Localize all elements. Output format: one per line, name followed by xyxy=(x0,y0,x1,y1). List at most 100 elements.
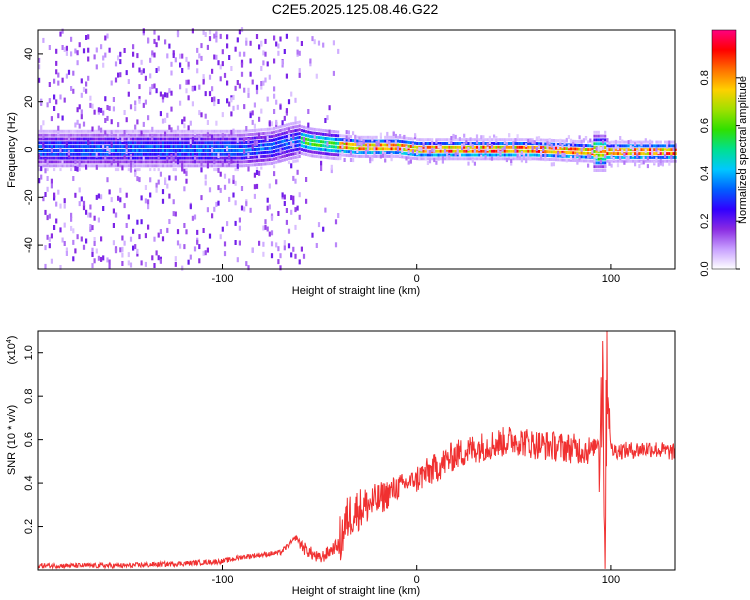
heatmap-cell xyxy=(473,138,476,142)
heatmap-cell xyxy=(149,177,152,183)
heatmap-cell xyxy=(610,144,613,148)
heatmap-cell xyxy=(277,141,280,144)
heatmap-cell xyxy=(247,153,250,159)
heatmap-cell xyxy=(147,133,150,137)
heatmap-cell xyxy=(285,123,288,127)
heatmap-cell xyxy=(255,170,259,175)
heatmap-cell xyxy=(610,140,613,144)
heatmap-cell xyxy=(179,53,182,59)
heatmap-cell xyxy=(313,39,316,45)
heatmap-cell xyxy=(388,154,391,158)
heatmap-cell xyxy=(38,153,41,159)
heatmap-cell xyxy=(134,145,137,149)
heatmap-cell xyxy=(93,258,96,264)
heatmap-cell xyxy=(189,156,192,160)
heatmap-cell xyxy=(155,182,158,188)
heatmap-cell xyxy=(193,246,197,252)
heatmap-cell xyxy=(557,143,560,146)
heatmap-cell xyxy=(465,140,468,145)
heatmap-cell xyxy=(663,150,667,155)
heatmap-cell xyxy=(159,164,162,168)
heatmap-cell xyxy=(330,145,333,149)
heatmap-cell xyxy=(456,142,459,145)
heatmap-cell xyxy=(612,157,615,161)
heatmap-cell xyxy=(174,175,177,181)
heatmap-cell xyxy=(50,160,53,164)
heatmap-cell xyxy=(226,164,229,168)
heatmap-cell xyxy=(305,198,308,204)
heatmap-cell xyxy=(608,159,611,163)
heatmap-cell xyxy=(362,135,365,139)
heatmap-cell xyxy=(97,107,100,113)
heatmap-cell xyxy=(168,152,171,156)
heatmap-cell xyxy=(102,149,105,152)
heatmap-cell xyxy=(76,164,79,168)
heatmap-cell xyxy=(294,155,297,159)
heatmap-cell xyxy=(292,156,295,160)
heatmap-cell xyxy=(542,140,545,145)
heatmap-cell xyxy=(277,259,280,265)
heatmap-cell xyxy=(251,119,254,125)
heatmap-cell xyxy=(102,133,105,137)
heatmap-cell xyxy=(292,199,295,205)
heatmap-cell xyxy=(251,110,254,116)
heatmap-cell xyxy=(497,153,500,157)
colorbar-tick-label: 0.0 xyxy=(699,261,711,276)
heatmap-cell xyxy=(121,252,124,258)
heatmap-cell xyxy=(349,151,353,156)
heatmap-cell xyxy=(247,265,250,271)
heatmap-cell xyxy=(298,139,301,143)
heatmap-cell xyxy=(670,152,673,156)
heatmap-cell xyxy=(38,129,41,133)
heatmap-cell xyxy=(399,134,402,138)
heatmap-cell xyxy=(123,152,126,156)
heatmap-cell xyxy=(121,235,124,241)
heatmap-cell xyxy=(352,146,355,150)
heatmap-cell xyxy=(221,152,224,156)
heatmap-cell xyxy=(53,192,56,198)
heatmap-cell xyxy=(604,149,607,153)
heatmap-cell xyxy=(132,160,135,164)
heatmap-cell xyxy=(147,199,150,205)
heatmap-cell xyxy=(334,219,338,225)
heatmap-cell xyxy=(80,196,83,202)
heatmap-cell xyxy=(179,152,182,156)
heatmap-cell xyxy=(147,129,150,133)
heatmap-cell xyxy=(322,42,325,48)
heatmap-cell xyxy=(159,137,162,141)
heatmap-cell xyxy=(38,64,41,70)
heatmap-cell xyxy=(114,145,118,149)
heatmap-cell xyxy=(439,149,442,153)
heatmap-cell xyxy=(223,149,227,152)
heatmap-cell xyxy=(399,153,402,158)
heatmap-cell xyxy=(85,145,88,149)
heatmap-cell xyxy=(593,160,596,165)
heatmap-cell xyxy=(300,246,303,252)
heatmap-cell xyxy=(608,155,611,159)
heatmap-cell xyxy=(576,155,579,159)
heatmap-cell xyxy=(411,156,414,160)
heatmap-cell xyxy=(388,144,391,148)
heatmap-cell xyxy=(518,142,521,145)
heatmap-cell xyxy=(401,140,404,144)
heatmap-cell xyxy=(226,160,229,164)
heatmap-cell xyxy=(422,145,425,149)
heatmap-cell xyxy=(112,223,115,228)
heatmap-cell xyxy=(168,129,171,133)
heatmap-cell xyxy=(129,262,133,268)
heatmap-cell xyxy=(277,133,280,137)
heatmap-cell xyxy=(204,160,207,164)
heatmap-cell xyxy=(367,154,370,158)
heatmap-cell xyxy=(574,143,577,147)
heatmap-cell xyxy=(253,172,256,178)
heatmap-cell xyxy=(46,234,49,240)
heatmap-cell xyxy=(614,152,617,156)
heatmap-cell xyxy=(349,158,353,162)
heatmap-cell xyxy=(557,139,560,143)
heatmap-cell xyxy=(358,154,361,158)
heatmap-cell xyxy=(516,149,519,153)
heatmap-cell xyxy=(102,160,105,164)
heatmap-cell xyxy=(270,150,274,154)
heatmap-cell xyxy=(187,137,190,141)
heatmap-cell xyxy=(174,141,177,145)
